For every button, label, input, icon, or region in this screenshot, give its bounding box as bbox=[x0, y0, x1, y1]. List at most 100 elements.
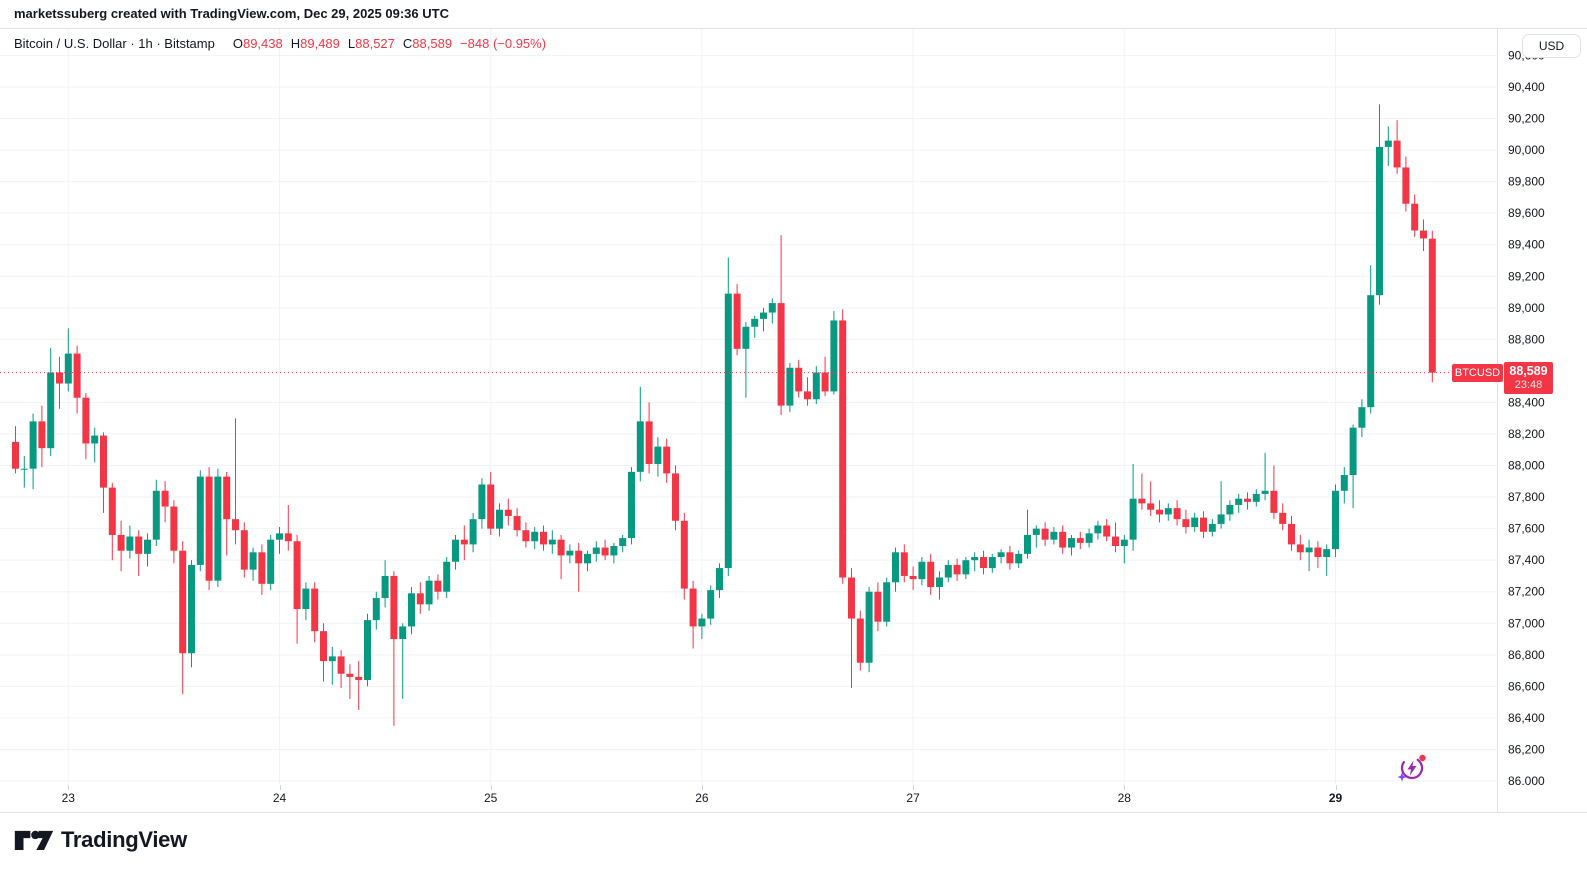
day-label: 25 bbox=[484, 791, 498, 805]
lightning-bolt-icon bbox=[1407, 760, 1417, 776]
price-axis-label[interactable]: 86,200 bbox=[1508, 742, 1545, 756]
candle-body bbox=[795, 367, 803, 392]
candle-body bbox=[821, 372, 829, 392]
candle-body bbox=[804, 391, 811, 400]
candle-body bbox=[1296, 544, 1304, 553]
candle-body bbox=[1129, 498, 1137, 540]
price-axis-label[interactable]: 86,000 bbox=[1508, 774, 1545, 786]
candle-body bbox=[434, 580, 442, 592]
candle-body bbox=[1384, 140, 1392, 147]
ohlc-value: 88,589 bbox=[412, 36, 453, 51]
ai-technicals-icon[interactable] bbox=[1396, 751, 1428, 783]
candle-body bbox=[654, 446, 662, 464]
candle-body bbox=[584, 553, 591, 564]
price-axis-label[interactable]: 87,400 bbox=[1508, 553, 1545, 567]
price-axis-label[interactable]: 89,800 bbox=[1508, 175, 1545, 189]
candle-body bbox=[1191, 517, 1199, 528]
price-axis-label[interactable]: 88,200 bbox=[1508, 427, 1545, 441]
candle-body bbox=[1015, 553, 1023, 564]
candle-body bbox=[909, 575, 917, 580]
price-axis-label[interactable]: 87,600 bbox=[1508, 522, 1545, 536]
candle-body bbox=[936, 577, 943, 587]
candle-body bbox=[328, 656, 336, 662]
ohlc-letter: C bbox=[402, 36, 413, 51]
candle-body bbox=[1006, 552, 1014, 564]
candle-body bbox=[1050, 531, 1058, 540]
axis-separator bbox=[1497, 785, 1498, 812]
candle-body bbox=[100, 435, 107, 488]
candle-body bbox=[997, 552, 1005, 558]
candle-body bbox=[575, 550, 583, 564]
candle-body bbox=[874, 591, 882, 622]
candle-body bbox=[636, 421, 644, 472]
candle-body bbox=[170, 506, 178, 551]
candle-body bbox=[777, 303, 785, 406]
candle-body bbox=[760, 312, 767, 319]
candle-body bbox=[540, 531, 547, 545]
candle-body bbox=[839, 320, 847, 578]
tradingview-logo[interactable]: TradingView bbox=[13, 825, 187, 855]
candlestick-chart[interactable]: 90,60090,40090,20090,00089,80089,60089,4… bbox=[0, 29, 1587, 786]
candle-body bbox=[628, 471, 635, 539]
time-axis[interactable]: 23 24 25 26 27 28 29 bbox=[0, 785, 1587, 812]
candle-body bbox=[513, 516, 521, 531]
candle-body bbox=[460, 539, 468, 545]
ohlc-values: O89,438 H89,489 L88,527 C88,589 bbox=[225, 36, 452, 51]
attribution-text: marketssuberg created with TradingView.c… bbox=[14, 6, 449, 21]
candle-body bbox=[988, 557, 996, 569]
candle-body bbox=[944, 564, 952, 578]
candle-body bbox=[56, 372, 63, 384]
candle-body bbox=[161, 490, 169, 507]
price-axis-label[interactable]: 90,200 bbox=[1508, 112, 1545, 126]
candle-body bbox=[672, 473, 679, 521]
candle-body bbox=[1182, 519, 1190, 528]
price-axis-label[interactable]: 86,600 bbox=[1508, 679, 1545, 693]
candle-body bbox=[1147, 503, 1155, 510]
candle-body bbox=[1288, 523, 1295, 545]
candle-body bbox=[865, 591, 873, 663]
candle-body bbox=[82, 397, 90, 444]
price-axis-label[interactable]: 87,000 bbox=[1508, 616, 1545, 630]
candle-body bbox=[1024, 534, 1031, 554]
candle-body bbox=[1332, 490, 1339, 550]
candle-body bbox=[381, 575, 389, 599]
candle-body bbox=[1068, 538, 1075, 548]
candle-body bbox=[1138, 498, 1146, 504]
candle-body bbox=[372, 598, 380, 621]
candle-body bbox=[971, 557, 979, 561]
candle-body bbox=[47, 372, 55, 449]
price-axis-label[interactable]: 89,000 bbox=[1508, 301, 1545, 315]
price-axis-label[interactable]: 90,000 bbox=[1508, 143, 1545, 157]
sparkle-icon bbox=[1397, 772, 1407, 782]
tradingview-logo-mark bbox=[14, 830, 54, 851]
candle-body bbox=[742, 326, 750, 349]
ohlc-value: 89,489 bbox=[300, 36, 340, 51]
price-axis-label[interactable]: 89,600 bbox=[1508, 206, 1545, 220]
price-axis-label[interactable]: 89,200 bbox=[1508, 269, 1545, 283]
price-axis-label[interactable]: 87,800 bbox=[1508, 490, 1545, 504]
currency-button[interactable]: USD bbox=[1522, 34, 1581, 58]
candle-body bbox=[1367, 295, 1375, 408]
candle-body bbox=[601, 547, 609, 556]
candle-body bbox=[1420, 230, 1427, 239]
candle-body bbox=[205, 476, 213, 581]
price-axis-label[interactable]: 90,400 bbox=[1508, 80, 1545, 94]
change-text: −848 (−0.95%) bbox=[460, 36, 547, 51]
candle-body bbox=[258, 552, 266, 584]
candle-body bbox=[1314, 547, 1322, 558]
ohlc-value: 88,527 bbox=[355, 36, 395, 51]
last-price-symbol-pill: BTCUSD bbox=[1452, 364, 1503, 382]
price-axis-label[interactable]: 89,400 bbox=[1508, 238, 1545, 252]
price-axis-label[interactable]: 88,000 bbox=[1508, 459, 1545, 473]
price-axis-label[interactable]: 86,400 bbox=[1508, 711, 1545, 725]
candle-body bbox=[1428, 238, 1436, 373]
price-axis-label[interactable]: 86,800 bbox=[1508, 648, 1545, 662]
price-axis-label[interactable]: 87,200 bbox=[1508, 585, 1545, 599]
candle-body bbox=[566, 550, 574, 556]
day-label: 24 bbox=[272, 791, 287, 805]
price-axis-label[interactable]: 88,800 bbox=[1508, 332, 1545, 346]
price-axis-label[interactable]: 88,400 bbox=[1508, 395, 1545, 409]
notification-dot bbox=[1419, 754, 1426, 762]
candle-body bbox=[1076, 538, 1084, 543]
